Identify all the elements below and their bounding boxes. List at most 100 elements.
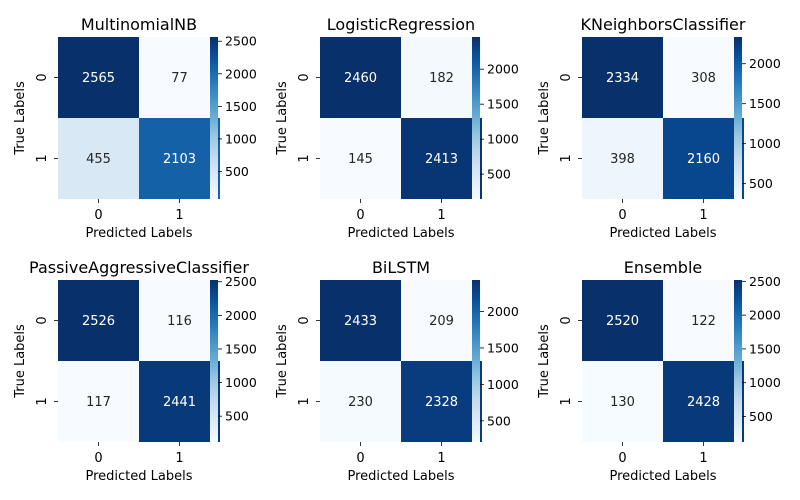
heatmap-cell [663,37,744,118]
cell-value-label: 455 [86,152,111,167]
heatmap-cell [320,361,401,442]
heatmap-cell [582,37,663,118]
colorbar [210,37,218,199]
x-tick-label: 1 [175,208,183,223]
colorbar-tick-label: 500 [749,409,773,424]
colorbar [210,280,218,442]
colorbar-tick-label: 2000 [487,304,519,319]
heatmap-cell [320,37,401,118]
heatmap-cell [401,37,482,118]
colorbar-tick-label: 1500 [487,97,519,112]
y-axis-label: True Labels [537,324,552,399]
confusion-matrix-panel: LogisticRegression 2460 182 145 2413 0 1 0 1 Pred… [275,15,519,241]
colorbar [734,280,742,442]
heatmap-cell [582,280,663,361]
colorbar-tick-label: 1500 [225,341,257,356]
colorbar-tick-label: 1000 [487,377,519,392]
x-tick-label: 1 [437,451,445,466]
cell-value-label: 182 [429,71,454,86]
heatmap-cell [582,361,663,442]
cell-value-label: 2526 [82,314,115,329]
colorbar-tick-label: 1000 [749,375,781,390]
x-axis-label: Predicted Labels [609,226,716,241]
y-axis-label: True Labels [537,81,552,156]
cell-value-label: 77 [171,71,188,86]
y-tick-label: 0 [559,316,574,324]
colorbar-tick-label: 2500 [749,274,781,289]
colorbar-tick-label: 1500 [749,341,781,356]
cell-value-label: 209 [429,314,454,329]
x-axis-label: Predicted Labels [347,469,454,484]
x-tick-label: 1 [175,451,183,466]
cell-value-label: 116 [167,314,192,329]
panel-title: MultinomialNB [81,15,197,34]
panel-title: BiLSTM [372,258,430,277]
heatmap-cell [58,118,139,199]
panel-title: LogisticRegression [327,15,475,34]
confusion-matrix-panel: PassiveAggressiveClassifier 2526 116 117 244… [13,258,257,484]
x-tick-label: 0 [356,208,364,223]
x-axis-label: Predicted Labels [609,469,716,484]
cell-value-label: 117 [86,395,111,410]
colorbar-tick-label: 2000 [749,308,781,323]
colorbar-tick-label: 500 [749,176,773,191]
cell-value-label: 230 [348,395,373,410]
y-tick-label: 1 [559,154,574,162]
x-tick-label: 1 [699,451,707,466]
y-axis-label: True Labels [13,81,28,156]
colorbar-tick-label: 1500 [487,340,519,355]
cell-value-label: 130 [610,395,635,410]
heatmap-cell [663,280,744,361]
x-tick-label: 1 [437,208,445,223]
x-axis-label: Predicted Labels [347,226,454,241]
heatmap-cell [401,361,482,442]
y-tick-label: 1 [35,154,50,162]
colorbar-tick-label: 2500 [225,34,257,49]
x-axis-label: Predicted Labels [85,226,192,241]
confusion-matrix-panel: BiLSTM 2433 209 230 2328 0 1 0 1 Predicted Labels… [275,258,519,484]
colorbar-tick-label: 2000 [487,62,519,77]
cell-value-label: 2460 [344,71,377,86]
colorbar-tick-label: 500 [487,167,511,182]
y-tick-label: 0 [559,73,574,81]
y-tick-label: 0 [297,316,312,324]
cell-value-label: 2103 [163,152,196,167]
x-tick-label: 0 [94,451,102,466]
colorbar [734,37,742,199]
heatmap-cell [139,280,220,361]
colorbar-tick-label: 2000 [225,308,257,323]
panel-title: KNeighborsClassifier [581,15,746,34]
heatmap-cell [401,118,482,199]
cell-value-label: 2334 [606,71,639,86]
colorbar-tick-label: 1500 [749,96,781,111]
cell-value-label: 2413 [425,152,458,167]
cell-value-label: 2328 [425,395,458,410]
y-tick-label: 1 [297,154,312,162]
cell-value-label: 2520 [606,314,639,329]
cell-value-label: 2160 [687,152,720,167]
heatmap-cell [320,118,401,199]
cell-value-label: 2428 [687,395,720,410]
y-tick-label: 0 [35,73,50,81]
heatmap-cell [663,361,744,442]
cell-value-label: 398 [610,152,635,167]
colorbar-tick-label: 1000 [225,131,257,146]
heatmap-cell [139,118,220,199]
colorbar-tick-label: 1500 [225,99,257,114]
y-tick-label: 0 [35,316,50,324]
x-tick-label: 0 [94,208,102,223]
cell-value-label: 145 [348,152,373,167]
cell-value-label: 2433 [344,314,377,329]
colorbar [472,280,480,442]
heatmap-cell [320,280,401,361]
colorbar-tick-label: 500 [487,413,511,428]
y-tick-label: 1 [35,397,50,405]
colorbar-tick-label: 500 [225,409,249,424]
x-tick-label: 0 [618,208,626,223]
y-axis-label: True Labels [275,324,290,399]
colorbar-tick-label: 2500 [225,274,257,289]
colorbar-tick-label: 1000 [749,136,781,151]
y-tick-label: 1 [297,397,312,405]
heatmap-cell [58,361,139,442]
